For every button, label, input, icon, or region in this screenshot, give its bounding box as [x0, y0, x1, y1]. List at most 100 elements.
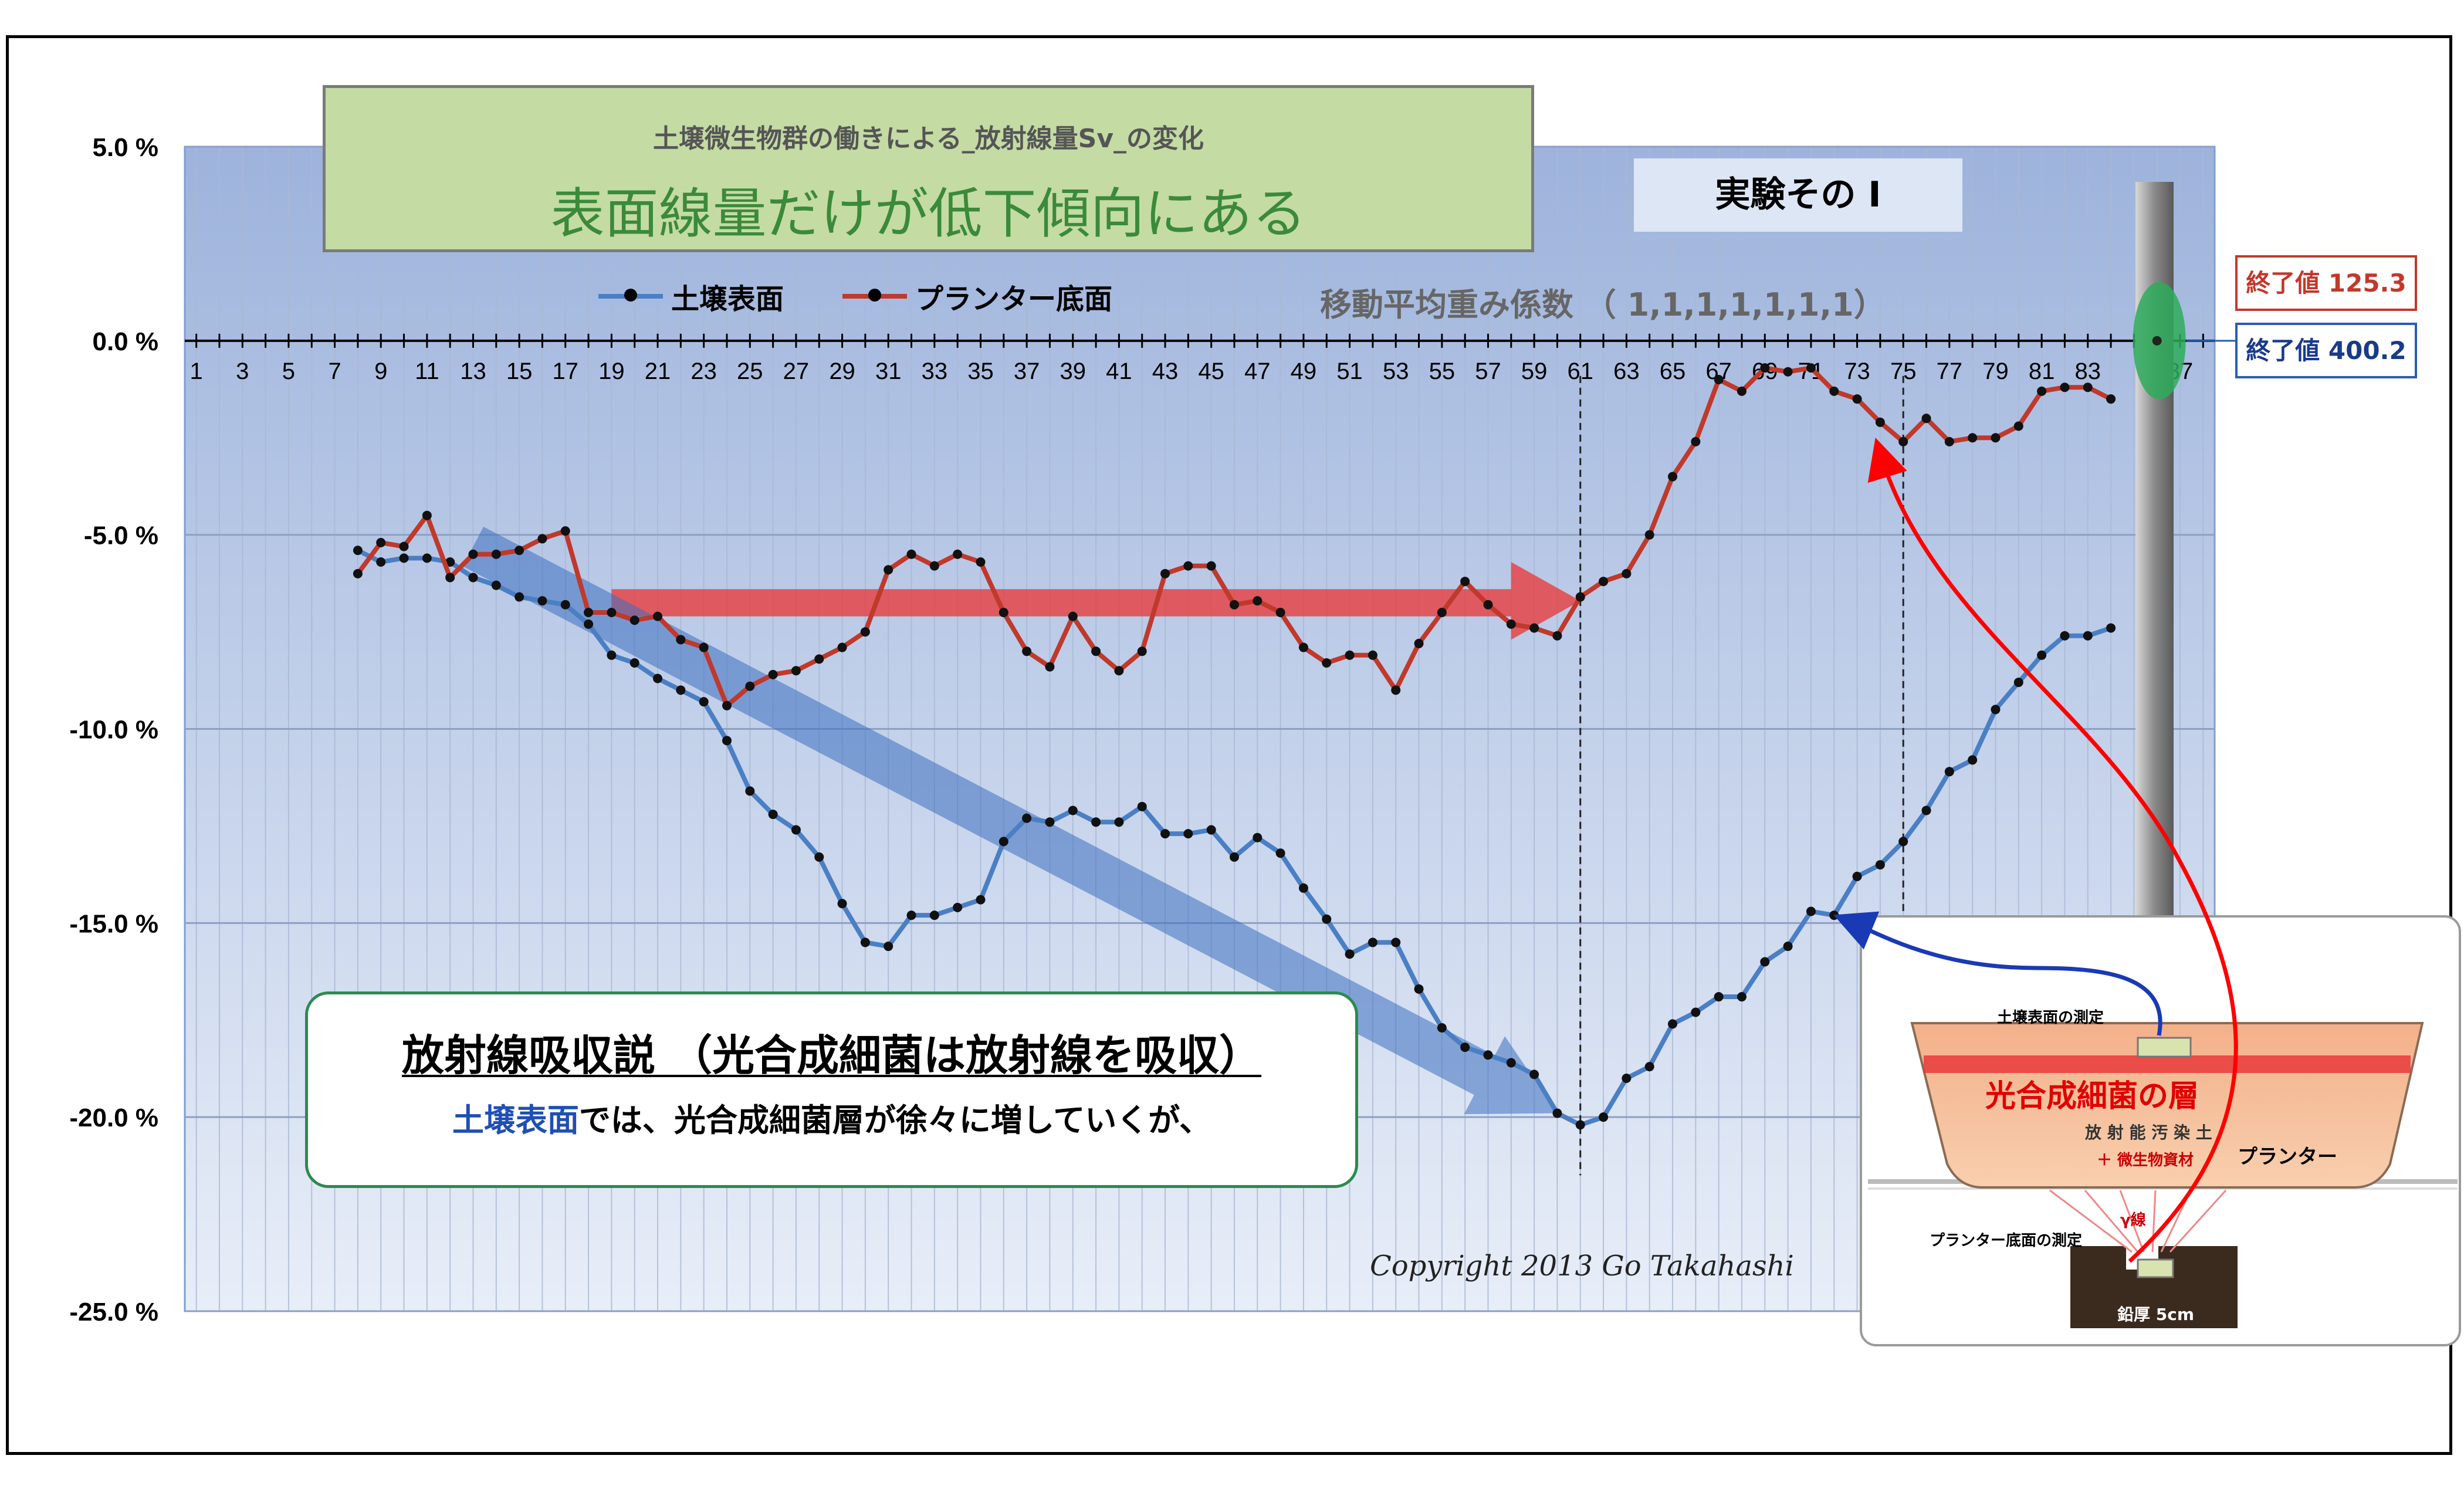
callout-highlight: 土壌表面: [452, 1102, 579, 1139]
bottom-point: [1644, 530, 1654, 540]
legend-item-surface: 土壌表面: [598, 276, 784, 317]
bottom-point: [1829, 386, 1839, 396]
bottom-trend-arrow: [611, 561, 1580, 640]
x-tick-label: 13: [460, 358, 486, 384]
bottom-point: [491, 549, 501, 559]
surface-point: [837, 899, 847, 909]
bottom-point: [676, 635, 686, 645]
surface-point: [1829, 911, 1839, 920]
bottom-point: [1345, 650, 1355, 660]
surface-point: [1644, 1062, 1654, 1072]
bottom-point: [1760, 363, 1770, 373]
x-tick-label: 65: [1660, 358, 1686, 384]
bacteria-layer: [1924, 1055, 2411, 1073]
bottom-point: [422, 510, 432, 520]
surface-point: [445, 557, 455, 567]
x-tick-label: 21: [645, 358, 671, 384]
bottom-point: [1160, 568, 1170, 578]
bottom-point: [1229, 600, 1239, 610]
surface-point: [1137, 801, 1147, 811]
bottom-point: [515, 546, 524, 556]
bottom-point: [1437, 608, 1447, 617]
soil-label: 放 射 能 汚 染 土: [2085, 1123, 2212, 1142]
bottom-point: [1691, 436, 1701, 446]
bottom-point: [399, 541, 409, 551]
surface-point: [2037, 650, 2047, 660]
bottom-point: [1783, 367, 1793, 377]
surface-point: [1944, 767, 1954, 777]
surface-point: [999, 837, 1008, 847]
surface-point: [422, 553, 432, 563]
surface-point: [399, 553, 409, 563]
surface-point: [468, 573, 478, 583]
surface-point: [1368, 937, 1377, 947]
surface-point: [1575, 1120, 1585, 1130]
surface-point: [1275, 848, 1285, 858]
hypothesis-callout: 放射線吸収説 （光合成細菌は放射線を吸収） 土壌表面では、光合成細菌層が徐々に増…: [305, 991, 1358, 1188]
y-tick-label: -20.0 %: [69, 1104, 158, 1132]
bottom-point: [2083, 383, 2093, 392]
callout-text: では、光合成細菌層が徐々に増していくが、: [578, 1102, 1211, 1139]
surface-measure-label: 土壌表面の測定: [1997, 1009, 2104, 1027]
surface-point: [1737, 992, 1747, 1002]
bottom-point: [1091, 647, 1101, 656]
surface-point: [1091, 817, 1101, 827]
surface-point: [676, 685, 686, 695]
surface-point: [814, 852, 824, 862]
lead-shield: [2070, 1246, 2238, 1328]
bottom-point: [791, 666, 801, 676]
x-tick-label: 43: [1152, 358, 1179, 384]
x-tick-label: 73: [1844, 358, 1870, 384]
bottom-point: [1668, 472, 1678, 482]
bottom-point: [560, 526, 570, 536]
surface-point: [1391, 937, 1401, 947]
surface-point: [2106, 623, 2116, 633]
surface-point: [953, 902, 963, 912]
surface-point: [1460, 1043, 1470, 1052]
surface-point: [1253, 832, 1263, 842]
surface-point: [860, 937, 870, 947]
bottom-point: [1575, 592, 1585, 602]
x-tick-label: 7: [328, 358, 341, 384]
bottom-point: [1298, 642, 1308, 652]
figure-frame: [6, 35, 2452, 1455]
x-tick-label: 57: [1475, 358, 1501, 384]
experiment-label: 実験その Ⅰ: [1634, 158, 1962, 232]
bottom-point: [1137, 647, 1147, 656]
x-tick-label: 59: [1521, 358, 1548, 384]
x-tick-label: 25: [737, 358, 763, 384]
bottom-point: [629, 615, 639, 625]
surface-point: [1968, 755, 1978, 765]
x-tick-label: 29: [829, 358, 855, 384]
callout-title: 放射線吸収説 （光合成細菌は放射線を吸収）: [401, 1031, 1262, 1080]
bottom-point: [1714, 375, 1724, 384]
surface-point: [1506, 1058, 1516, 1068]
bottom-point: [353, 568, 363, 578]
bottom-point: [953, 549, 963, 559]
bottom-point: [1183, 561, 1193, 571]
surface-point: [653, 673, 663, 683]
bottom-sensor: [2137, 1258, 2174, 1278]
bottom-point: [653, 611, 663, 621]
surface-point: [1114, 817, 1124, 827]
bottom-point: [1275, 608, 1285, 617]
surface-point: [1921, 805, 1931, 815]
chart-subtitle: 土壌微生物群の働きによる_放射線量Sv_の変化: [652, 124, 1204, 154]
bottom-point: [1944, 436, 1954, 446]
bottom-point: [837, 642, 847, 652]
bacteria-layer-label: 光合成細菌の層: [1985, 1079, 2199, 1114]
surface-point: [1437, 1023, 1447, 1033]
material-label: ＋ 微生物資材: [2097, 1152, 2194, 1169]
surface-point: [1852, 871, 1862, 881]
callout-body: 土壌表面では、光合成細菌層が徐々に増していくが、: [308, 1094, 1355, 1140]
bottom-point: [1737, 386, 1747, 396]
surface-sensor: [2137, 1037, 2192, 1058]
surface-point: [353, 546, 363, 556]
gamma-label: γ線: [2120, 1211, 2146, 1229]
bottom-point: [376, 537, 386, 547]
bottom-point: [445, 573, 455, 583]
bottom-point: [1506, 619, 1516, 629]
legend: 土壌表面 プランター底面: [598, 276, 1171, 317]
surface-point: [745, 786, 755, 796]
x-tick-label: 1: [190, 358, 203, 384]
